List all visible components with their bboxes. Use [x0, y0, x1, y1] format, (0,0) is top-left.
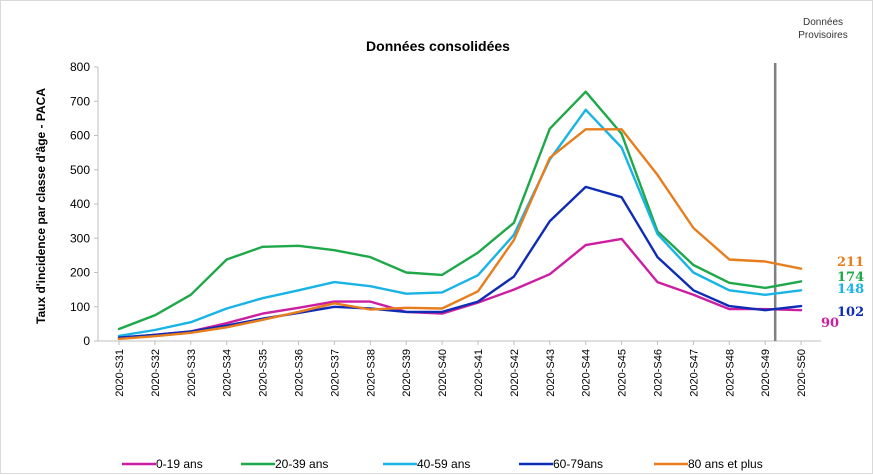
series-line-1: [117, 90, 803, 331]
y-tick-label: 0: [83, 334, 90, 348]
x-tick-label: 2020-S40: [437, 349, 449, 397]
y-tick-label: 300: [70, 231, 90, 245]
x-tick-label: 2020-S35: [258, 349, 270, 397]
y-tick-label: 800: [70, 60, 90, 74]
x-tick-label: 2020-S45: [617, 349, 629, 397]
legend-label-1: 20-39 ans: [275, 457, 328, 471]
legend-label-3: 60-79ans: [553, 457, 603, 471]
end-value-label-0: 90: [821, 316, 839, 331]
series-line-0: [117, 237, 803, 340]
x-tick-label: 2020-S33: [186, 349, 198, 397]
x-tick-label: 2020-S32: [150, 349, 162, 397]
legend-label-0: 0-19 ans: [156, 457, 203, 471]
x-tick-label: 2020-S50: [796, 349, 808, 397]
chart-title: Données consolidées: [366, 38, 510, 54]
legend-label-2: 40-59 ans: [417, 457, 470, 471]
y-tick-label: 600: [70, 129, 90, 143]
x-tick-label: 2020-S41: [473, 349, 485, 397]
series-line-4: [117, 128, 803, 341]
x-tick-label: 2020-S31: [114, 349, 126, 397]
x-tick-label: 2020-S39: [401, 349, 413, 397]
x-tick-label: 2020-S43: [545, 349, 557, 397]
provisional-label-line1: Données: [803, 17, 843, 28]
x-tick-label: 2020-S48: [724, 349, 736, 397]
y-tick-label: 200: [70, 266, 90, 280]
x-tick-label: 2020-S42: [509, 349, 521, 397]
x-tick-label: 2020-S38: [365, 349, 377, 397]
x-tick-label: 2020-S49: [760, 349, 772, 397]
y-tick-label: 400: [70, 197, 90, 211]
x-tick-label: 2020-S46: [653, 349, 665, 397]
series-line-2: [117, 108, 803, 338]
legend-label-4: 80 ans et plus: [688, 457, 763, 471]
x-tick-label: 2020-S36: [294, 349, 306, 397]
x-tick-label: 2020-S37: [329, 349, 341, 397]
series-line-3: [117, 185, 803, 339]
y-tick-label: 100: [70, 300, 90, 314]
end-value-label-1: 174: [837, 270, 864, 285]
end-value-label-2: 148: [837, 282, 864, 297]
y-tick-label: 700: [70, 94, 90, 108]
x-tick-label: 2020-S44: [581, 349, 593, 397]
end-value-label-4: 211: [837, 255, 864, 270]
y-tick-label: 500: [70, 163, 90, 177]
y-axis-title: Taux d'incidence par classe d'âge - PACA: [34, 88, 48, 324]
end-value-label-3: 102: [837, 305, 864, 320]
x-tick-label: 2020-S34: [222, 349, 234, 397]
x-tick-label: 2020-S47: [688, 349, 700, 397]
provisional-label-line2: Provisoires: [798, 30, 847, 41]
